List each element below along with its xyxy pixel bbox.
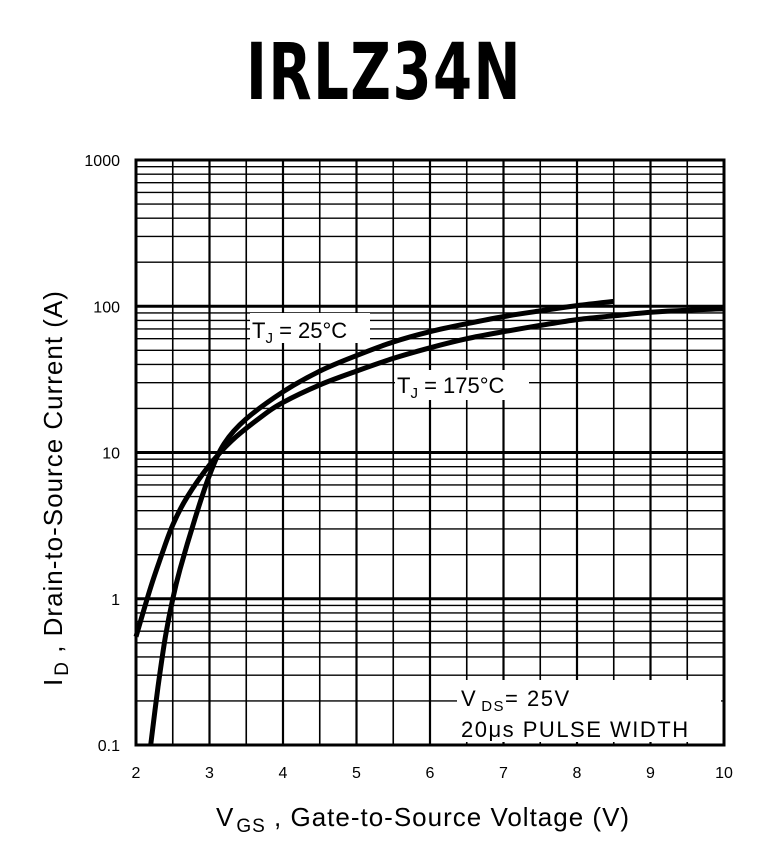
conditions-note: V DS= 25V 20μs PULSE WIDTH — [457, 680, 721, 742]
plot-frame — [134, 158, 726, 747]
series-layer — [133, 298, 725, 746]
y-tick-label: 10 — [102, 446, 120, 463]
x-tick-labels: 2 3 4 5 6 7 8 9 10 — [132, 765, 733, 782]
x-tick-label: 2 — [132, 765, 141, 782]
y-axis-title-sub: D — [52, 661, 73, 676]
series-label-tj175-sub: J — [410, 385, 418, 402]
y-axis-title: ID , Drain-to-Source Current (A) — [38, 290, 73, 686]
series-line-tj25 — [148, 298, 615, 746]
x-tick-label: 6 — [426, 765, 435, 782]
series-label-tj25: TJ = 25°C — [250, 313, 370, 347]
x-tick-label: 9 — [646, 765, 655, 782]
x-tick-label: 10 — [715, 765, 733, 782]
x-tick-label: 3 — [205, 765, 214, 782]
x-tick-label: 4 — [279, 765, 288, 782]
x-axis-title-rest: , Gate-to-Source Voltage (V) — [266, 802, 630, 832]
y-axis-title-rest: , Drain-to-Source Current (A) — [38, 290, 68, 661]
note-vds-rest: = 25V — [505, 686, 571, 711]
series-label-tj175-rest: = 175°C — [418, 373, 505, 398]
x-axis-title: V GS , Gate-to-Source Voltage (V) — [216, 802, 630, 837]
series-label-tj175: TJ = 175°C — [395, 370, 529, 402]
note-vds-sub: DS — [481, 698, 505, 715]
x-axis-title-main: V — [216, 802, 234, 832]
x-tick-label: 8 — [573, 765, 582, 782]
x-tick-label: 7 — [499, 765, 508, 782]
x-axis-title-sub: GS — [236, 816, 265, 837]
svg-text:TJ = 175°C: TJ = 175°C — [397, 373, 505, 402]
series-label-tj25-sub: J — [265, 330, 273, 347]
y-tick-labels: 0.1 1 10 100 1000 — [84, 153, 120, 755]
y-tick-label: 1 — [111, 592, 120, 609]
chart-title: IRLZ34N — [246, 28, 522, 118]
series-label-tj25-main: T — [252, 318, 265, 343]
y-axis-title-main: I — [38, 678, 68, 686]
note-pulse-width: 20μs PULSE WIDTH — [461, 717, 690, 742]
y-tick-label: 0.1 — [98, 738, 120, 755]
note-vds: V DS= 25V — [461, 686, 571, 715]
series-label-tj175-main: T — [397, 373, 410, 398]
y-tick-label: 1000 — [84, 153, 120, 170]
series-line-tj175 — [133, 306, 725, 638]
x-tick-label: 5 — [352, 765, 361, 782]
note-vds-main: V — [461, 686, 477, 711]
series-label-tj25-rest: = 25°C — [273, 318, 347, 343]
svg-text:TJ = 25°C: TJ = 25°C — [252, 318, 347, 347]
y-tick-label: 100 — [93, 299, 120, 316]
